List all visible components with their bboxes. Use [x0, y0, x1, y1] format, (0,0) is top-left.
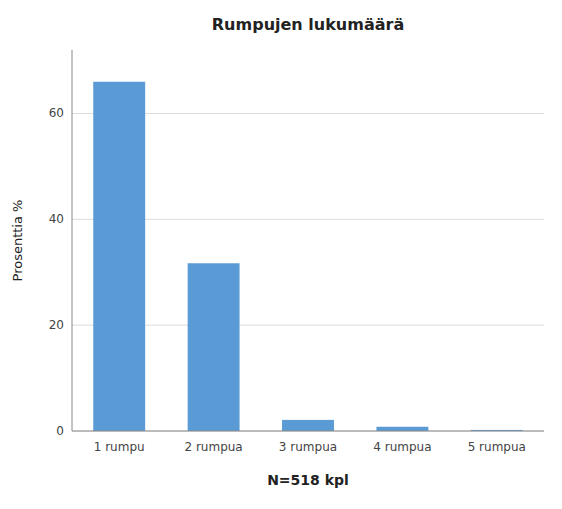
- y-tick-label: 20: [49, 318, 64, 332]
- y-tick-label: 60: [49, 106, 64, 120]
- y-axis-line: [72, 50, 73, 431]
- bar: [188, 263, 240, 431]
- x-axis-line: [72, 431, 544, 432]
- grid-line: [72, 431, 544, 432]
- chart-svg: 0 20 40 60 1 rumpu 2 rumpua 3 rumpua 4 rumpua 5 …: [0, 0, 562, 509]
- y-axis-label: Prosenttia %: [10, 200, 25, 282]
- chart-container: 0 20 40 60 1 rumpu 2 rumpua 3 rumpua 4 rumpua 5 …: [0, 0, 562, 509]
- y-tick-label: 0: [56, 424, 64, 438]
- x-tick-labels: 1 rumpu 2 rumpua 3 rumpua 4 rumpua 5 rumpua: [94, 440, 526, 454]
- bars: [93, 82, 523, 431]
- y-tick-label: 40: [49, 212, 64, 226]
- x-tick-label: 2 rumpua: [184, 440, 242, 454]
- y-tick-labels: 0 20 40 60: [49, 106, 64, 438]
- x-tick-label: 3 rumpua: [279, 440, 337, 454]
- x-tick-label: 5 rumpua: [468, 440, 526, 454]
- x-tick-label: 4 rumpua: [373, 440, 431, 454]
- chart-title: Rumpujen lukumäärä: [212, 15, 404, 34]
- bar: [93, 82, 145, 431]
- x-axis-label: N=518 kpl: [267, 472, 349, 488]
- bar: [376, 427, 428, 431]
- x-tick-label: 1 rumpu: [94, 440, 145, 454]
- bar: [282, 420, 334, 431]
